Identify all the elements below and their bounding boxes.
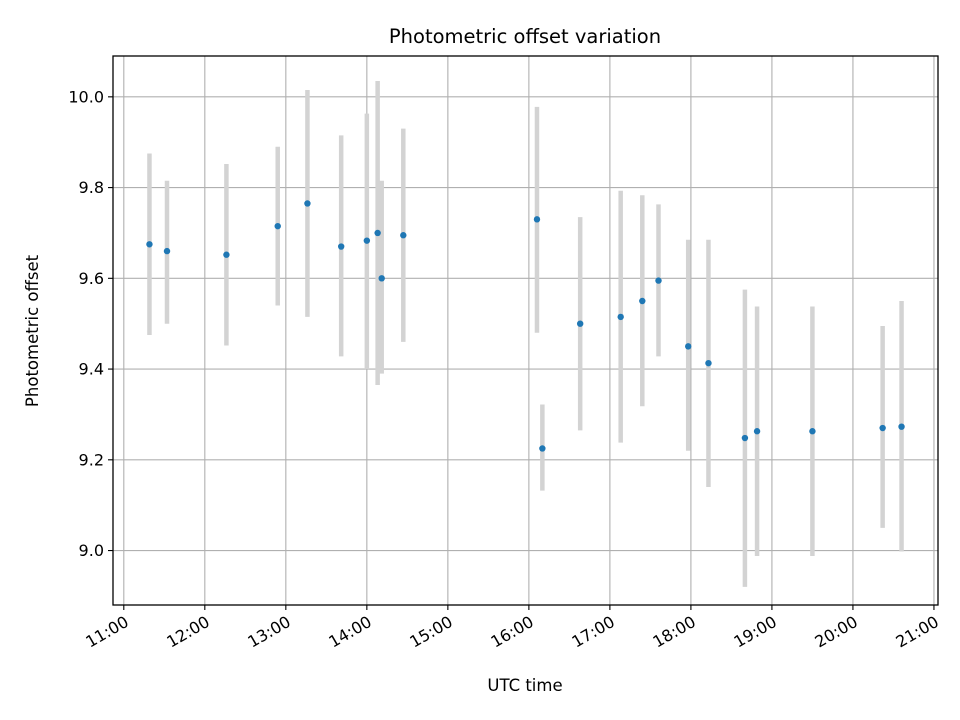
data-point — [655, 277, 662, 284]
data-point — [163, 247, 171, 255]
data-point — [705, 359, 712, 367]
data-point — [146, 241, 153, 248]
data-point — [809, 428, 816, 435]
data-point — [274, 222, 281, 230]
data-point — [363, 237, 371, 244]
data-point — [639, 297, 646, 305]
data-point — [741, 434, 749, 442]
data-points — [146, 200, 905, 452]
plot-frame — [112, 55, 939, 606]
data-point — [223, 251, 230, 258]
y-tick-label: 9.2 — [79, 450, 104, 469]
y-axis: 9.0 9.2 9.4 9.6 9.8 10.0 — [68, 87, 113, 560]
y-tick-label: 10.0 — [68, 87, 104, 106]
data-point — [879, 424, 886, 432]
data-point — [539, 445, 546, 452]
data-point — [400, 232, 407, 239]
chart-title: Photometric offset variation — [389, 25, 661, 48]
data-point — [337, 243, 345, 250]
y-tick-label: 9.8 — [79, 178, 104, 197]
y-tick-label: 9.4 — [79, 360, 104, 379]
x-axis-label: UTC time — [487, 676, 562, 695]
data-point — [617, 313, 624, 321]
data-point — [533, 216, 541, 223]
y-tick-label: 9.0 — [79, 541, 104, 560]
data-point — [304, 200, 311, 207]
y-tick-label: 9.6 — [79, 269, 104, 288]
data-point — [576, 320, 584, 327]
data-point — [378, 275, 385, 282]
data-point — [685, 343, 692, 350]
data-point — [898, 423, 905, 430]
y-axis-label: Photometric offset — [23, 254, 42, 407]
data-point — [374, 229, 381, 237]
data-point — [753, 428, 761, 435]
grid — [113, 56, 938, 605]
